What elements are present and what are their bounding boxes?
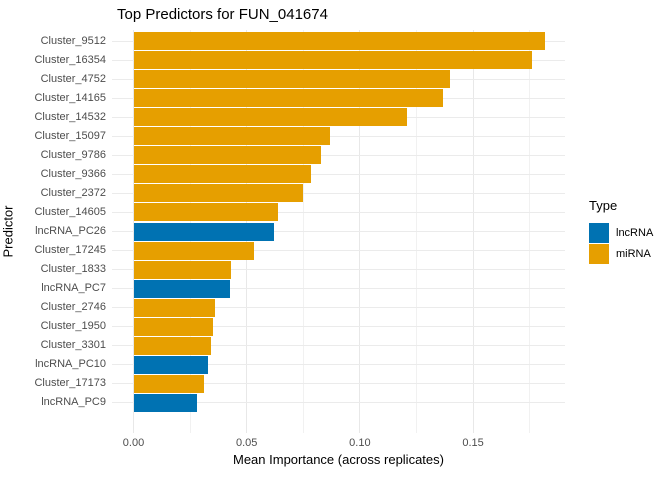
gridline-row — [112, 269, 565, 271]
chart-title: Top Predictors for FUN_041674 — [117, 6, 328, 23]
legend-items: lncRNA miRNA — [589, 223, 653, 264]
bar — [133, 108, 407, 127]
bar — [133, 89, 443, 108]
bar — [133, 336, 211, 355]
bar — [133, 70, 451, 89]
y-tick-label: Cluster_17245 — [34, 244, 106, 256]
y-tick-label: Cluster_1833 — [40, 263, 106, 276]
bar — [133, 298, 216, 317]
legend-item-label: lncRNA — [616, 227, 654, 239]
gridline-row — [112, 288, 565, 290]
y-tick-label: Cluster_3301 — [40, 339, 106, 352]
bar — [133, 146, 321, 165]
y-tick-label: lncRNA_PC9 — [41, 396, 106, 409]
x-tick-label: 0.10 — [349, 437, 371, 449]
bar — [133, 355, 208, 374]
bar — [133, 203, 278, 222]
bar — [133, 32, 545, 51]
y-tick-label: Cluster_16354 — [34, 53, 106, 66]
gridline-row — [112, 135, 565, 137]
gridline-row — [112, 211, 565, 213]
y-tick-label: Cluster_2372 — [40, 186, 106, 199]
legend-item: lncRNA — [589, 223, 653, 243]
y-tick-label: Cluster_9512 — [40, 34, 106, 47]
bar — [133, 279, 230, 298]
y-tick-label: lncRNA_PC7 — [41, 282, 106, 295]
legend-swatch-mirna — [589, 244, 609, 264]
gridline-row — [112, 326, 565, 328]
bar — [133, 260, 232, 279]
legend-item: miRNA — [589, 244, 653, 264]
gridline-row — [112, 154, 565, 156]
x-axis-title: Mean Importance (across replicates) — [233, 452, 444, 467]
bar — [133, 222, 274, 241]
bar — [133, 241, 254, 260]
y-tick-label: Cluster_14165 — [34, 91, 106, 104]
legend: Type lncRNA miRNA — [589, 198, 653, 265]
gridline-row — [112, 383, 565, 385]
y-tick-label: Cluster_1950 — [40, 320, 106, 333]
plot-panel — [112, 30, 565, 433]
bar — [133, 317, 214, 336]
bar — [133, 184, 304, 203]
bar — [133, 51, 532, 70]
gridline-row — [112, 402, 565, 404]
gridline-row — [112, 250, 565, 251]
gridline-row — [112, 364, 565, 366]
gridline-row — [112, 231, 565, 232]
bar — [133, 393, 198, 412]
gridline-row — [112, 192, 565, 194]
legend-swatch-lncrna — [589, 223, 609, 243]
y-tick-label: Cluster_9366 — [40, 167, 106, 180]
bar — [133, 374, 204, 393]
y-tick-label: Cluster_17173 — [34, 377, 106, 390]
bar — [133, 127, 331, 146]
y-tick-label: Cluster_15097 — [34, 129, 106, 142]
y-tick-label: lncRNA_PC10 — [35, 358, 106, 371]
y-tick-label: Cluster_2746 — [40, 301, 106, 314]
x-tick-label: 0.05 — [235, 437, 258, 449]
x-tick-label: 0.15 — [462, 437, 484, 449]
gridline-row — [112, 307, 565, 309]
x-tick-label: 0.00 — [122, 437, 145, 449]
y-tick-label: Cluster_14532 — [34, 110, 106, 123]
legend-title: Type — [589, 198, 618, 213]
bar — [133, 165, 311, 184]
gridline-row — [112, 345, 565, 347]
gridline-row — [112, 173, 565, 175]
y-tick-label: lncRNA_PC26 — [35, 225, 106, 237]
y-tick-label: Cluster_14605 — [34, 205, 106, 218]
y-tick-label: Cluster_9786 — [40, 148, 106, 161]
y-tick-label: Cluster_4752 — [40, 72, 106, 85]
legend-item-label: miRNA — [616, 248, 651, 260]
